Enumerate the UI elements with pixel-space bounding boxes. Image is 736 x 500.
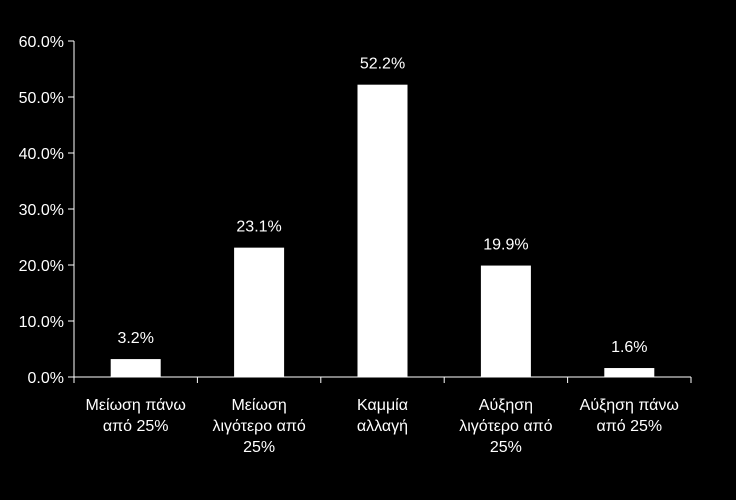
y-tick-label: 10.0% [19, 314, 64, 331]
y-tick-label: 40.0% [19, 146, 64, 163]
x-category-label: Μείωση λιγότερο από 25% [212, 397, 305, 456]
x-category-label: Μείωση πάνω από 25% [86, 397, 186, 435]
category-labels: Μείωση πάνω από 25% Μείωση λιγότερο από 25% Κ… [86, 397, 679, 456]
x-category-label: Καμμία αλλαγή [357, 397, 408, 435]
data-label: 3.2% [117, 330, 153, 347]
x-category-label: Αύξηση λιγότερο από 25% [459, 397, 552, 456]
bar [357, 84, 408, 378]
x-category-label: Αύξηση πάνω από 25% [580, 397, 679, 435]
data-label: 52.2% [360, 56, 405, 73]
y-tick-label: 30.0% [19, 202, 64, 219]
bar [604, 368, 655, 377]
y-tick-label: 20.0% [19, 258, 64, 275]
data-label: 23.1% [236, 219, 281, 236]
x-axis [73, 376, 692, 383]
data-label: 19.9% [483, 237, 528, 254]
data-labels: 3.2% 23.1% 52.2% 19.9% 1.6% [117, 56, 647, 356]
bars [110, 84, 655, 378]
y-tick-label: 50.0% [19, 90, 64, 107]
y-tick-label: 0.0% [28, 370, 64, 387]
data-label: 1.6% [611, 339, 647, 356]
y-tick-label: 60.0% [19, 34, 64, 51]
bar [480, 265, 531, 377]
bar [110, 359, 161, 377]
y-axis: 0.0% 10.0% 20.0% 30.0% 40.0% 50.0% 60.0% [19, 34, 75, 387]
bar [234, 247, 285, 377]
